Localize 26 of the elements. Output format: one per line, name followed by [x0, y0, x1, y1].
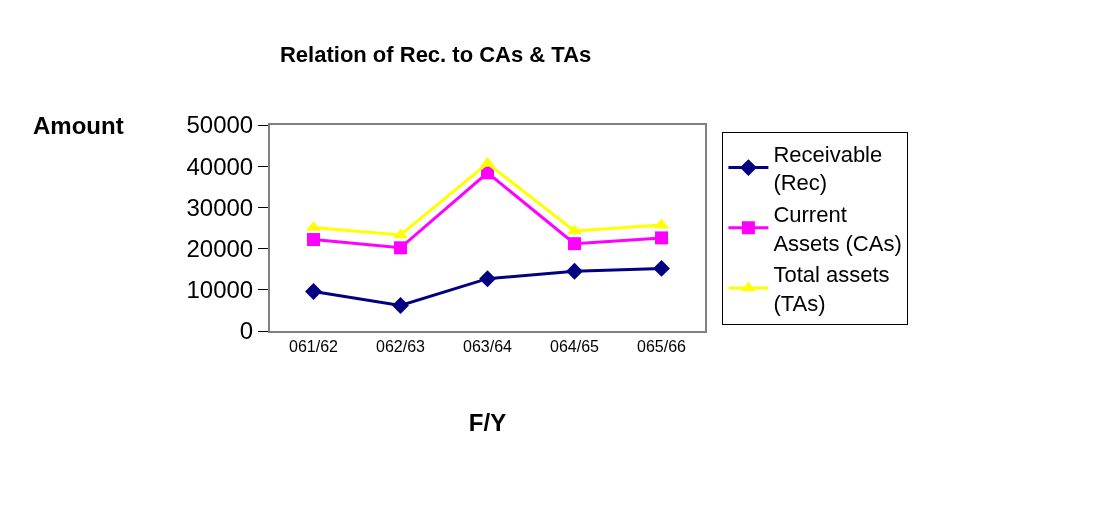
y-tick-label: 20000	[186, 235, 254, 262]
point	[307, 233, 320, 247]
x-tick-label: 061/62	[289, 338, 339, 356]
chart-title: Relation of Rec. to CAs & TAs	[279, 41, 592, 67]
legend-label: Total assets (TAs)	[773, 262, 890, 316]
point	[392, 297, 409, 314]
point	[305, 283, 322, 300]
x-tick-label: 064/65	[550, 338, 600, 356]
x-tick-label: 062/63	[376, 338, 426, 356]
y-tick-label: 10000	[186, 276, 254, 304]
legend-label: Current Assets (CAs)	[773, 202, 902, 256]
x-tick-label: 065/66	[637, 338, 687, 356]
point	[479, 270, 496, 288]
y-tick-label: 50000	[186, 111, 254, 139]
y-tick-label: 40000	[186, 152, 254, 180]
point	[394, 241, 407, 255]
point	[653, 259, 670, 277]
point	[566, 262, 583, 280]
y-tick-label: 0	[239, 317, 254, 345]
x-tick-label: 063/64	[463, 338, 513, 356]
legend-label: Receivable (Rec)	[773, 141, 883, 196]
x-axis-title: F/Y	[468, 409, 507, 436]
point	[568, 237, 581, 251]
y-tick-label: 30000	[186, 193, 254, 221]
y-axis-title: Amount	[33, 112, 124, 139]
point	[655, 231, 668, 245]
